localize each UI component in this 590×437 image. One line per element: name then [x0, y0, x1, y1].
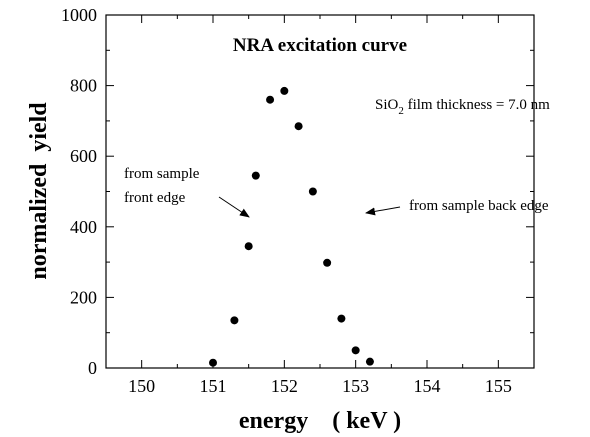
data-point [266, 95, 275, 104]
x-tick-label: 155 [485, 376, 512, 396]
data-point [337, 314, 346, 323]
data-point [351, 346, 360, 355]
data-point [308, 187, 317, 196]
x-tick-label: 152 [271, 376, 298, 396]
data-point [280, 86, 289, 95]
y-tick-label: 600 [70, 146, 97, 166]
y-tick-label: 400 [70, 217, 97, 237]
data-point [323, 258, 332, 267]
data-point [294, 122, 303, 131]
x-tick-label: 150 [128, 376, 155, 396]
x-tick-label: 151 [200, 376, 227, 396]
data-point [209, 358, 217, 367]
thickness-prefix: SiO [375, 97, 399, 113]
front-edge-arrow [218, 196, 250, 218]
back-edge-arrow [365, 206, 401, 216]
x-axis-title: energy ( keV ) [239, 408, 401, 434]
back-edge-annotation: from sample back edge [409, 198, 549, 214]
y-tick-label: 800 [70, 76, 97, 96]
x-axis-ticks: 150 151 152 153 154 155 [105, 15, 535, 396]
y-tick-label: 1000 [61, 5, 97, 25]
x-tick-label: 153 [342, 376, 369, 396]
y-tick-label: 200 [70, 287, 97, 307]
y-axis-ticks: 0 200 400 600 800 1000 [61, 5, 534, 378]
x-tick-label: 154 [414, 376, 441, 396]
film-thickness-annotation: SiO2 film thickness = 7.0 nm [375, 97, 550, 117]
chart-title: NRA excitation curve [233, 35, 407, 56]
front-edge-annotation-line2: front edge [124, 190, 186, 206]
data-point [244, 242, 253, 251]
thickness-suffix: film thickness = 7.0 nm [404, 97, 550, 113]
front-edge-annotation-line1: from sample [124, 166, 200, 182]
thickness-subscript: 2 [398, 105, 404, 117]
data-point [365, 357, 374, 366]
data-point [230, 316, 239, 325]
data-points [209, 86, 374, 367]
data-point [251, 171, 260, 180]
y-axis-title: normalized yield [26, 102, 52, 280]
y-tick-label: 0 [88, 358, 97, 378]
